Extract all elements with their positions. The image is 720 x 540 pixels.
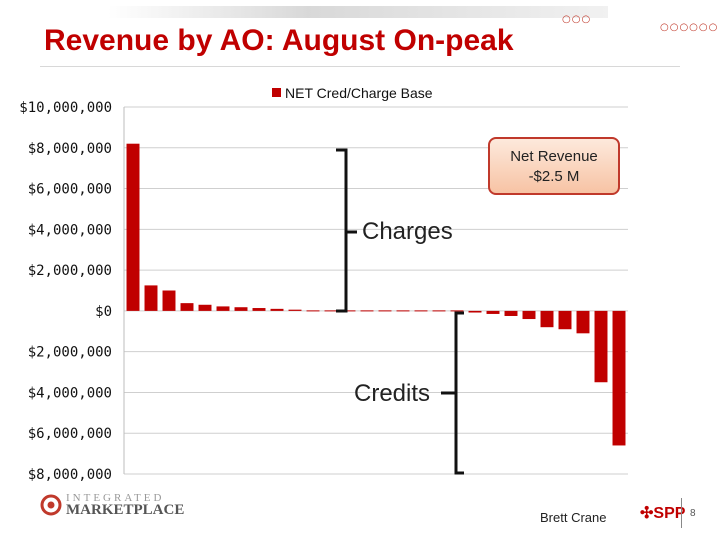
bar [522, 310, 536, 320]
bar [468, 310, 482, 313]
bar [540, 310, 554, 328]
bar [576, 310, 590, 334]
header-decoration-dots-right: ○○○○○○ [660, 22, 719, 33]
integrated-marketplace-logo: INTEGRATED MARKETPLACE [40, 490, 184, 520]
presenter-name: Brett Crane [540, 510, 607, 525]
credits-label: Credits [354, 380, 431, 407]
chart-bars [126, 143, 626, 446]
bar [558, 310, 572, 330]
callout-line-1: Net Revenue [510, 148, 598, 165]
header-decoration-dots-left: ○○○ [562, 14, 592, 25]
chart-gridlines [123, 106, 628, 475]
chart-legend: NET Cred/Charge Base [272, 85, 433, 101]
credits-bracket [454, 311, 464, 475]
page-title: Revenue by AO: August On-peak [44, 24, 514, 57]
bar [360, 310, 374, 312]
bar [180, 303, 194, 311]
y-tick-label: $8,000,000 [28, 467, 112, 483]
bar [342, 310, 356, 312]
y-tick-label: $4,000,000 [28, 222, 112, 238]
annotation-brackets [336, 148, 464, 475]
page-number: 8 [690, 508, 696, 519]
logo-mark-icon [40, 494, 62, 516]
bar [486, 310, 500, 314]
y-tick-label: $6,000,000 [28, 182, 112, 198]
bar [306, 310, 320, 312]
y-axis-tick-labels: $10,000,000 $8,000,000 $6,000,000 $4,000,00… [19, 100, 112, 483]
bar [216, 306, 230, 311]
bar [288, 309, 302, 311]
bar [414, 310, 428, 312]
bar [594, 310, 608, 383]
bar [396, 310, 410, 312]
net-revenue-callout: Net Revenue -$2.5 M [488, 137, 620, 195]
callout-line-2: -$2.5 M [528, 168, 580, 185]
header-decoration-band [108, 6, 608, 18]
bar [324, 310, 338, 312]
bar [198, 304, 212, 311]
y-tick-label: $8,000,000 [28, 141, 112, 157]
spp-logo: ✣SPP [640, 505, 686, 522]
spp-logo-text: SPP [653, 505, 686, 522]
logo-text-top: INTEGRATED [66, 492, 165, 504]
y-tick-label: $10,000,000 [19, 100, 112, 116]
y-tick-label: $2,000,000 [28, 263, 112, 279]
bar [252, 308, 266, 311]
bar [504, 310, 518, 316]
y-tick-label: $2,000,000 [28, 345, 112, 361]
bar [432, 310, 446, 312]
y-tick-label: $6,000,000 [28, 426, 112, 442]
bar [612, 310, 626, 446]
bar [270, 308, 284, 311]
y-tick-label: $4,000,000 [28, 385, 112, 401]
logo-text-bottom: MARKETPLACE [66, 502, 185, 518]
bar [162, 290, 176, 311]
charges-bracket [336, 148, 348, 313]
bar [378, 310, 392, 312]
title-divider [40, 66, 680, 67]
legend-swatch [272, 88, 281, 97]
bar [234, 307, 248, 311]
footer-divider [681, 498, 682, 528]
y-tick-label: $0 [95, 304, 112, 320]
bar [144, 285, 158, 311]
charges-label: Charges [362, 218, 453, 245]
bar [126, 143, 140, 311]
bar [450, 310, 464, 312]
legend-label: NET Cred/Charge Base [285, 85, 433, 101]
